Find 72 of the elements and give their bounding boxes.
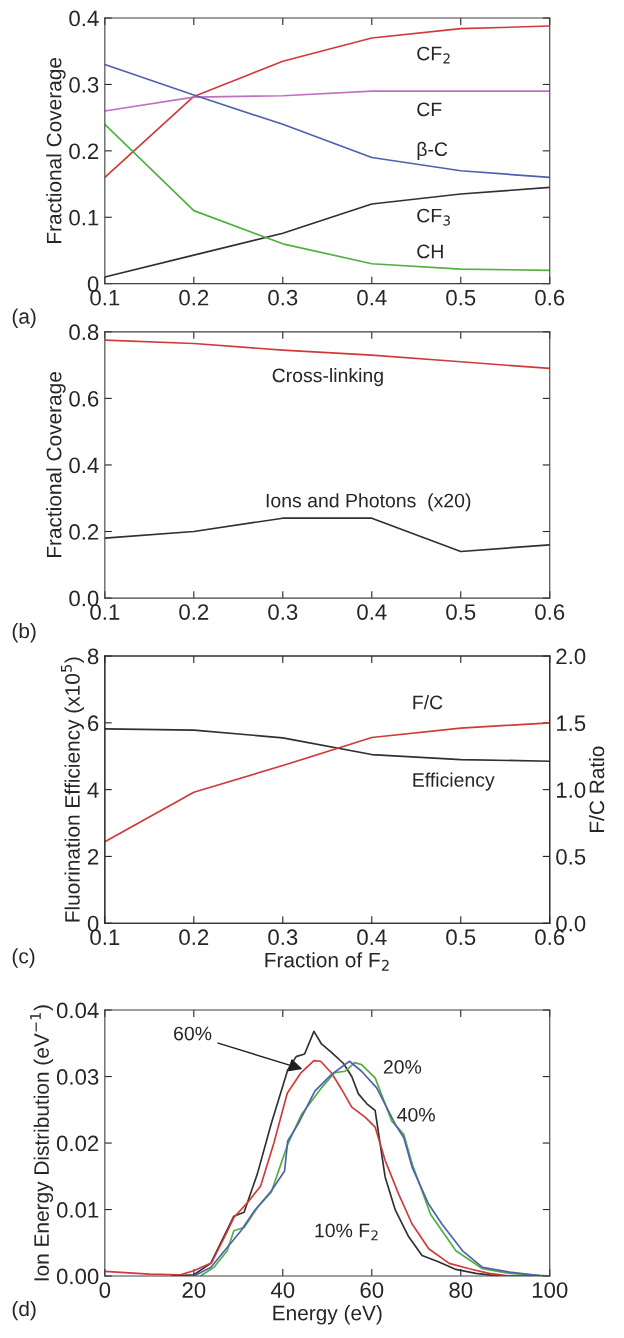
y-tick-label: 0.2 [69, 143, 99, 160]
x-tick-label: 0.6 [535, 289, 565, 306]
x-tick-label: 40 [270, 1282, 295, 1298]
line-series [104, 63, 550, 179]
text: (b) [12, 622, 36, 643]
annotation: 40% [397, 1107, 435, 1122]
y2-tick-label: 1.5 [556, 715, 586, 732]
x-tick-label: 0.4 [357, 929, 387, 946]
annotation: CH [417, 244, 443, 259]
text: (c) [12, 948, 35, 968]
annotation: 10% F$_{2}$ [315, 1223, 378, 1241]
annotation: Efficiency [413, 772, 495, 791]
x-tick-label: 0.3 [268, 604, 298, 620]
y-tick-label: 0.3 [69, 77, 99, 93]
y2-tick-label: 2.0 [556, 648, 586, 665]
y2-axis-title: F/C Ratio [588, 746, 605, 832]
text: (d) [12, 1300, 36, 1321]
annotation: 60% [174, 1026, 212, 1041]
line-series [104, 339, 550, 370]
annotation: β-C [417, 141, 448, 160]
x-tick-label: 60 [360, 1282, 384, 1298]
x-tick-label: 20 [182, 1282, 206, 1298]
x-axis-title: Fraction of F$_{2}$ [265, 952, 389, 971]
y-axis-title: Fractional Coverage [46, 57, 66, 243]
x-tick-label: 0.3 [268, 289, 298, 306]
annotation: Ions and Photons (x20) [266, 493, 471, 512]
x-tick-label: 0 [99, 1282, 111, 1298]
x-tick-label: 0.2 [179, 289, 209, 306]
x-axis-title: Energy (eV) [273, 1305, 382, 1325]
annotation: F/C [413, 695, 443, 710]
annotation: 20% [383, 1060, 422, 1074]
line-series [104, 25, 550, 179]
y-tick-label: 0.04 [56, 1002, 99, 1019]
x-tick-label: 100 [532, 1282, 568, 1298]
annotation: CF [417, 102, 442, 117]
y-axis-title: Ion Energy Distribution (eV$^{−1}$) [30, 1005, 54, 1281]
x-tick-label: 0.4 [357, 604, 387, 620]
y-tick-label: 0.6 [69, 390, 99, 407]
y-tick-label: 0.8 [69, 324, 99, 341]
y-tick-label: 0.4 [69, 10, 99, 27]
x-tick-label: 0.3 [268, 929, 298, 946]
y-axis-title: Fluorination Efficiency (x10$^{5}$) [61, 657, 84, 922]
line-series [104, 721, 550, 843]
x-tick-label: 0.4 [357, 289, 387, 306]
x-tick-label: 0.2 [179, 604, 209, 620]
line-series [104, 517, 550, 553]
y2-tick-label: 0.5 [556, 848, 586, 865]
x-tick-label: 0.2 [179, 929, 209, 946]
y-tick-label: 0.1 [69, 209, 99, 226]
annotation: CF$_{3}$ [417, 208, 450, 226]
y-tick-label: 0.4 [69, 457, 99, 474]
y-axis-title: Fractional Coverage [46, 372, 66, 558]
x-tick-label: 0.6 [535, 604, 565, 620]
y-tick-label: 0.02 [56, 1135, 99, 1152]
y-tick-label: 8 [87, 648, 99, 665]
x-tick-label: 0.5 [446, 604, 476, 620]
x-tick-label: 0.5 [446, 929, 476, 946]
annotation: CF$_{2}$ [417, 46, 450, 64]
y-tick-label: 0.2 [69, 524, 99, 540]
y-tick-label: 0.01 [56, 1202, 99, 1218]
x-tick-label: 0.5 [446, 289, 476, 306]
y-tick-label: 0.00 [56, 1268, 99, 1285]
line-series [104, 123, 550, 272]
y-tick-label: 2 [88, 848, 99, 865]
y-tick-label: 0.03 [56, 1069, 99, 1085]
line-series [104, 186, 550, 278]
text: (a) [12, 308, 36, 328]
y-tick-label: 4 [87, 782, 99, 798]
x-tick-label: 80 [449, 1282, 473, 1298]
annotation: Cross-linking [272, 368, 383, 387]
y2-tick-label: 1.0 [556, 782, 586, 798]
y-tick-label: 6 [88, 715, 99, 732]
